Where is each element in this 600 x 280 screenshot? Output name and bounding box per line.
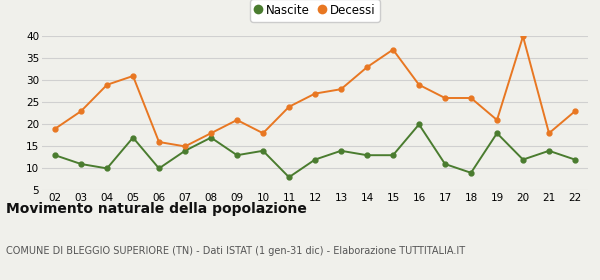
Legend: Nascite, Decessi: Nascite, Decessi (250, 0, 380, 22)
Decessi (337, 88, 344, 91)
Nascite (571, 158, 578, 161)
Nascite (311, 158, 319, 161)
Decessi (181, 145, 188, 148)
Decessi (103, 83, 110, 87)
Decessi (286, 105, 293, 108)
Decessi (52, 127, 59, 130)
Nascite (130, 136, 137, 139)
Decessi (493, 118, 500, 122)
Decessi (545, 132, 553, 135)
Decessi (311, 92, 319, 95)
Nascite (286, 176, 293, 179)
Decessi (130, 74, 137, 78)
Nascite (155, 167, 163, 170)
Nascite (364, 153, 371, 157)
Decessi (77, 109, 85, 113)
Nascite (208, 136, 215, 139)
Nascite (415, 123, 422, 126)
Text: COMUNE DI BLEGGIO SUPERIORE (TN) - Dati ISTAT (1 gen-31 dic) - Elaborazione TUTT: COMUNE DI BLEGGIO SUPERIORE (TN) - Dati … (6, 246, 465, 256)
Text: Movimento naturale della popolazione: Movimento naturale della popolazione (6, 202, 307, 216)
Nascite (337, 149, 344, 153)
Decessi (155, 140, 163, 144)
Line: Nascite: Nascite (53, 122, 577, 180)
Decessi (520, 35, 527, 38)
Decessi (571, 109, 578, 113)
Line: Decessi: Decessi (53, 34, 577, 149)
Nascite (259, 149, 266, 153)
Nascite (52, 153, 59, 157)
Nascite (520, 158, 527, 161)
Decessi (467, 96, 475, 100)
Decessi (208, 132, 215, 135)
Nascite (545, 149, 553, 153)
Nascite (442, 162, 449, 166)
Decessi (442, 96, 449, 100)
Nascite (493, 132, 500, 135)
Nascite (467, 171, 475, 174)
Decessi (415, 83, 422, 87)
Decessi (389, 48, 397, 51)
Nascite (181, 149, 188, 153)
Nascite (77, 162, 85, 166)
Decessi (364, 66, 371, 69)
Nascite (389, 153, 397, 157)
Nascite (233, 153, 241, 157)
Decessi (259, 132, 266, 135)
Decessi (233, 118, 241, 122)
Nascite (103, 167, 110, 170)
